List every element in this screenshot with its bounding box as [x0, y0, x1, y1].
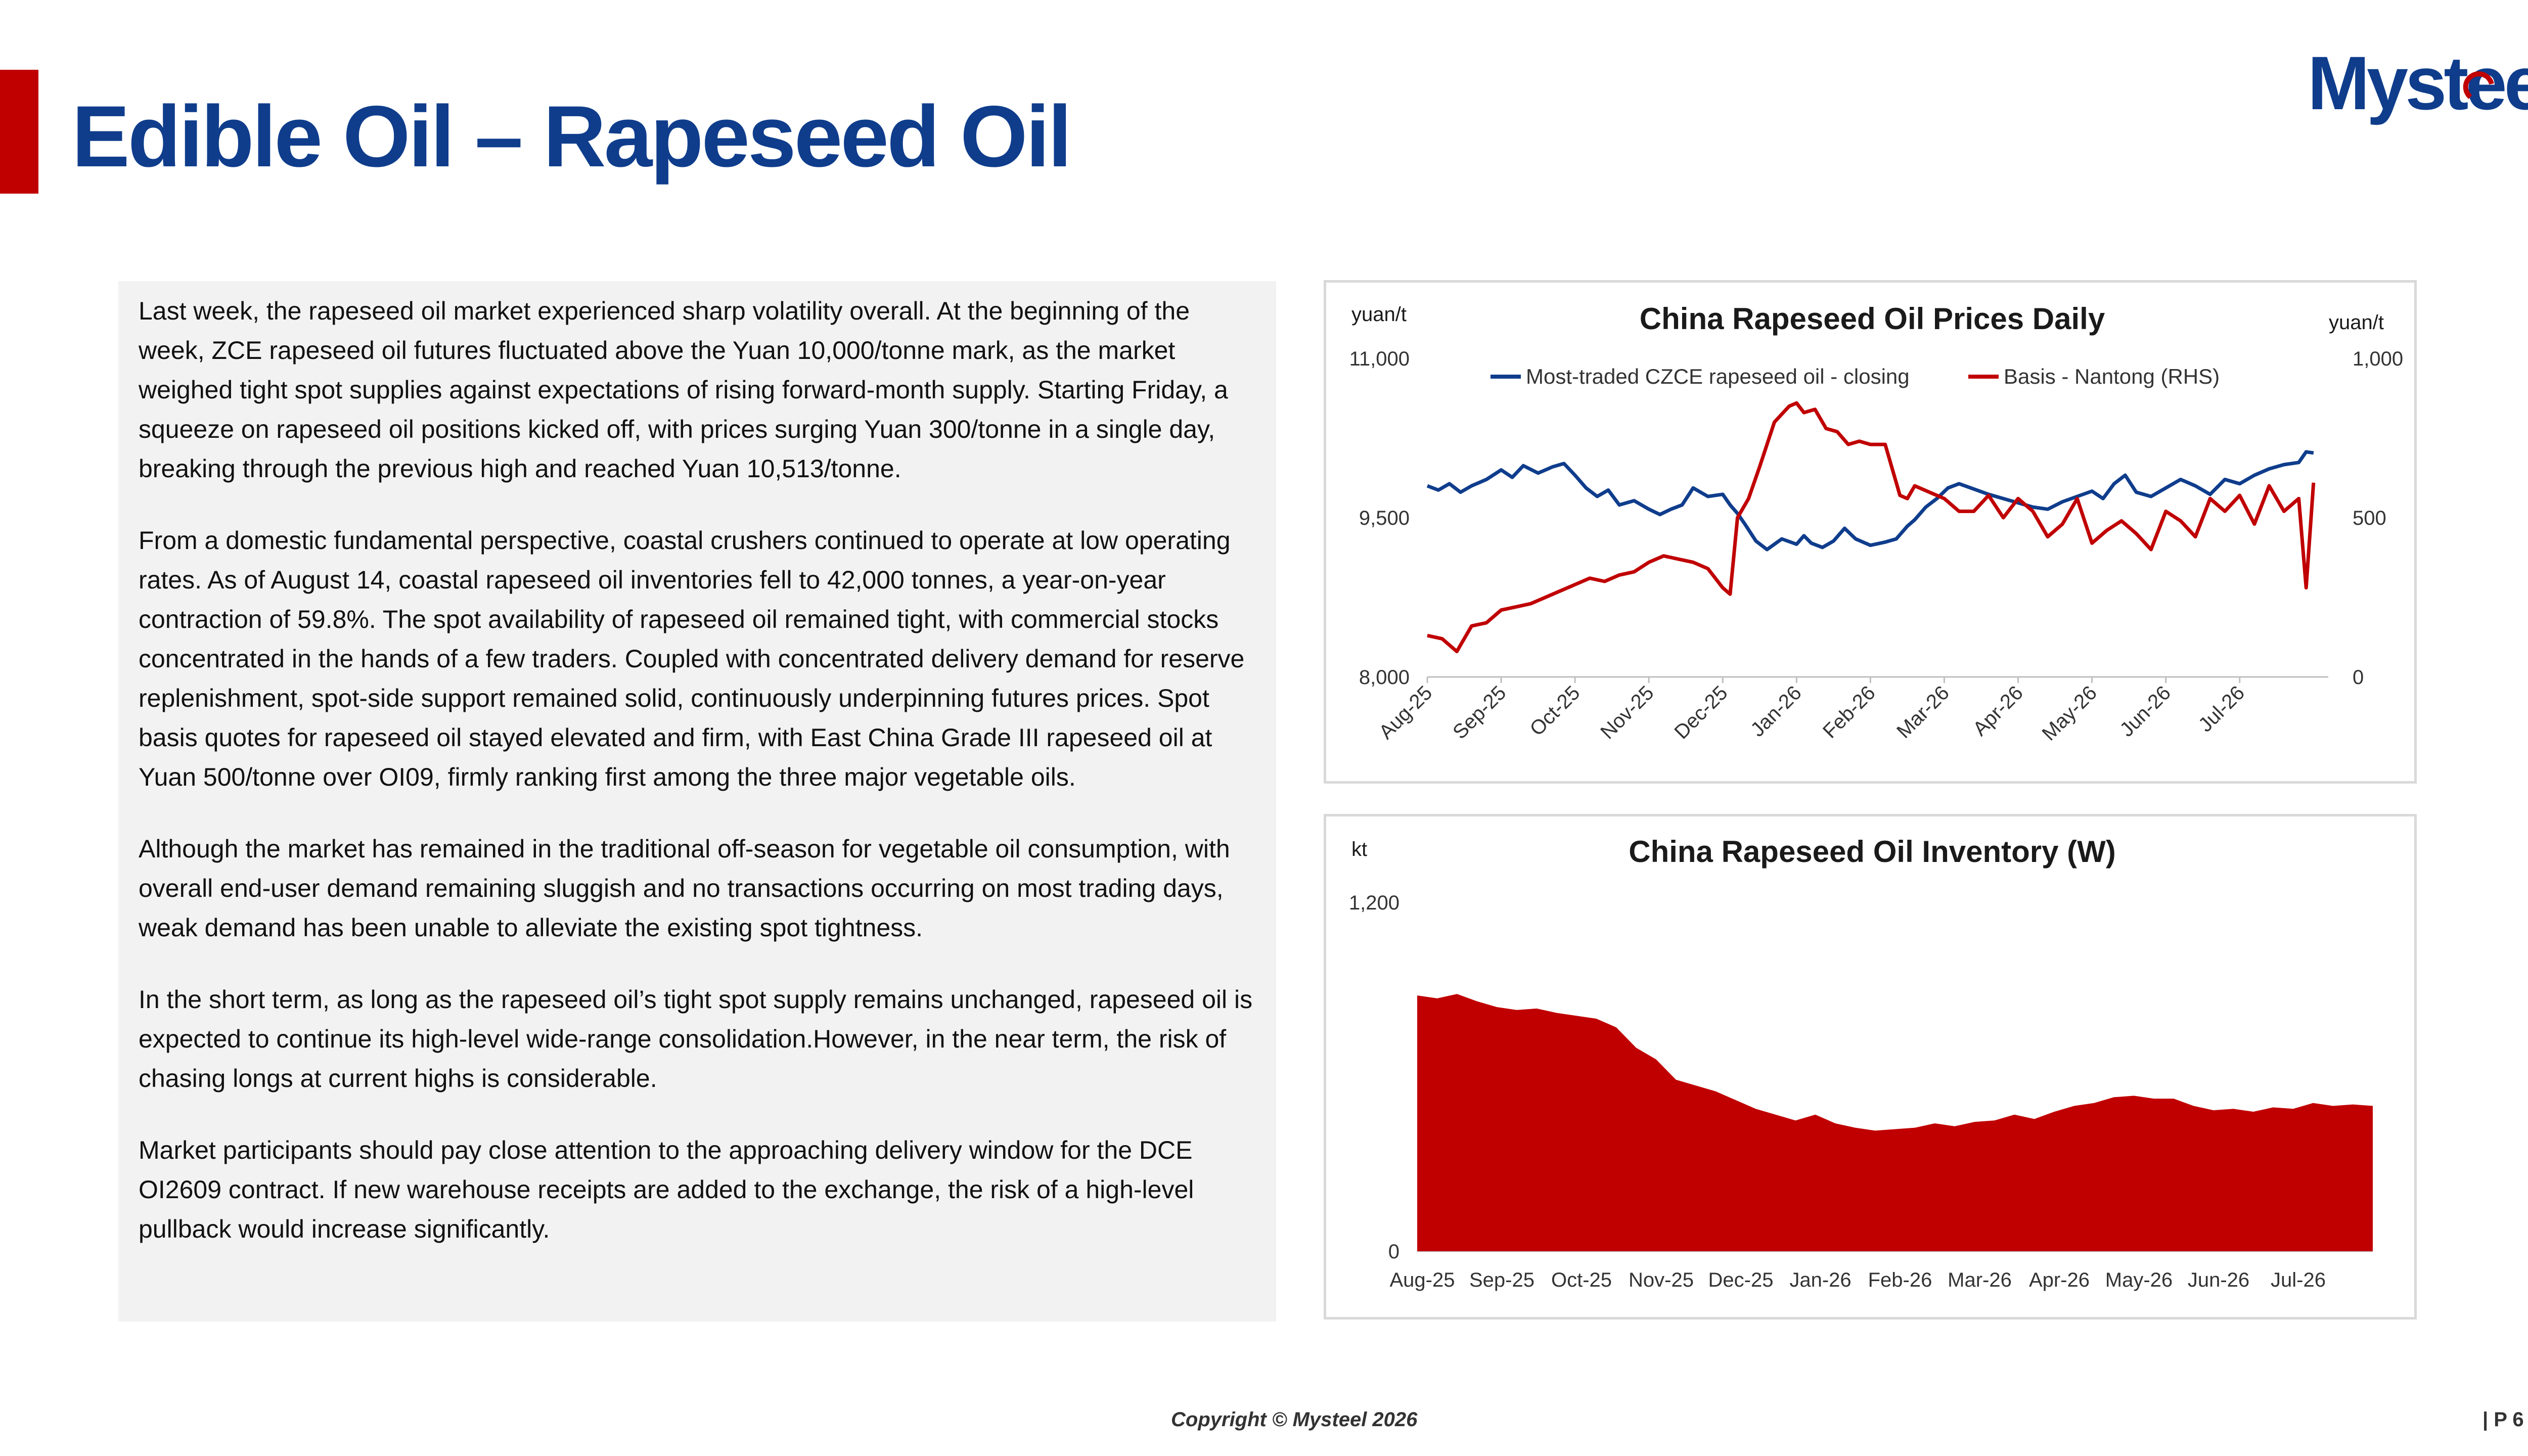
inventory-unit: kt	[1351, 838, 1367, 860]
title-accent-bar	[0, 70, 38, 194]
price-left-unit: yuan/t	[1351, 303, 1407, 326]
price-left-tick-label: 9,500	[1359, 507, 1410, 529]
inventory-y-tick-label: 0	[1388, 1241, 1400, 1263]
page-title: Edible Oil – Rapeseed Oil	[72, 88, 1072, 185]
price-left-tick-label: 8,000	[1359, 666, 1410, 689]
inventory-x-tick-label: Jan-26	[1789, 1269, 1851, 1291]
inventory-x-tick-label: Jul-26	[2271, 1269, 2326, 1291]
logo-red-swoosh	[2463, 71, 2494, 99]
price-x-tick-label: Mar-26	[1892, 681, 1954, 743]
price-left-tick-label: 11,000	[1349, 348, 1410, 370]
price-x-tick-label: Jan-26	[1746, 681, 1806, 741]
copyright: Copyright © Mysteel 2026	[1171, 1408, 1418, 1431]
price-x-tick-label: Oct-25	[1525, 681, 1584, 740]
paragraph-3: Although the market has remained in the …	[139, 835, 1230, 942]
price-x-tick-label: Dec-25	[1670, 681, 1732, 743]
inventory-chart-title: China Rapeseed Oil Inventory (W)	[1629, 835, 2116, 869]
inventory-x-tick-label: Mar-26	[1948, 1269, 2012, 1291]
inventory-area	[1417, 994, 2373, 1251]
commentary-panel: Last week, the rapeseed oil market exper…	[118, 281, 1276, 1322]
legend-label-basis: Basis - Nantong (RHS)	[2004, 365, 2220, 388]
inventory-x-tick-label: Aug-25	[1390, 1269, 1455, 1291]
price-chart: China Rapeseed Oil Prices Daily yuan/t y…	[1324, 280, 2417, 784]
price-x-tick-label: Aug-25	[1375, 681, 1436, 743]
inventory-chart-svg: China Rapeseed Oil Inventory (W) kt 0 1,2…	[1349, 835, 2373, 1291]
paragraph-5: Market participants should pay close att…	[139, 1136, 1194, 1243]
paragraph-1: Last week, the rapeseed oil market exper…	[139, 297, 1228, 483]
price-x-tick-label: Feb-26	[1819, 681, 1880, 743]
inventory-x-tick-label: Jun-26	[2188, 1269, 2249, 1291]
inventory-x-tick-label: Sep-25	[1469, 1269, 1534, 1291]
czce-closing-line	[1426, 450, 2314, 552]
inventory-x-tick-label: May-26	[2105, 1269, 2173, 1291]
price-right-tick-label: 500	[2353, 507, 2386, 529]
inventory-x-tick-label: Feb-26	[1868, 1269, 1932, 1291]
price-right-tick-label: 0	[2353, 666, 2364, 689]
price-x-tick-label: May-26	[2038, 681, 2101, 745]
paragraph-4: In the short term, as long as the rapese…	[139, 985, 1253, 1093]
price-x-tick-label: Jun-26	[2115, 681, 2175, 741]
price-x-tick-label: Nov-25	[1596, 681, 1658, 743]
nantong-basis-line	[1427, 401, 2316, 654]
price-x-tick-label: Jul-26	[2194, 681, 2249, 736]
logo-text: Mysteel	[2308, 49, 2528, 125]
legend-label-czce: Most-traded CZCE rapeseed oil - closing	[1526, 365, 1910, 388]
inventory-x-tick-label: Apr-26	[2029, 1269, 2090, 1291]
inventory-x-tick-label: Dec-25	[1708, 1269, 1774, 1291]
price-legend: Most-traded CZCE rapeseed oil - closing …	[1491, 365, 2220, 388]
paragraph-2: From a domestic fundamental perspective,…	[139, 526, 1245, 791]
price-right-unit: yuan/t	[2329, 311, 2384, 334]
inventory-y-tick-label: 1,200	[1349, 892, 1400, 914]
inventory-x-tick-label: Oct-25	[1551, 1269, 1612, 1291]
price-right-tick-label: 1,000	[2353, 348, 2403, 370]
price-chart-title: China Rapeseed Oil Prices Daily	[1640, 302, 2105, 336]
price-chart-svg: China Rapeseed Oil Prices Daily yuan/t y…	[1349, 302, 2403, 745]
price-x-tick-label: Sep-25	[1449, 681, 1510, 743]
inventory-x-tick-label: Nov-25	[1629, 1269, 1694, 1291]
page-number: | P 6	[2482, 1408, 2524, 1431]
price-x-tick-label: Apr-26	[1969, 681, 2027, 740]
inventory-chart: China Rapeseed Oil Inventory (W) kt 0 1,2…	[1324, 814, 2417, 1320]
mysteel-logo: Mysteel	[2308, 49, 2528, 125]
